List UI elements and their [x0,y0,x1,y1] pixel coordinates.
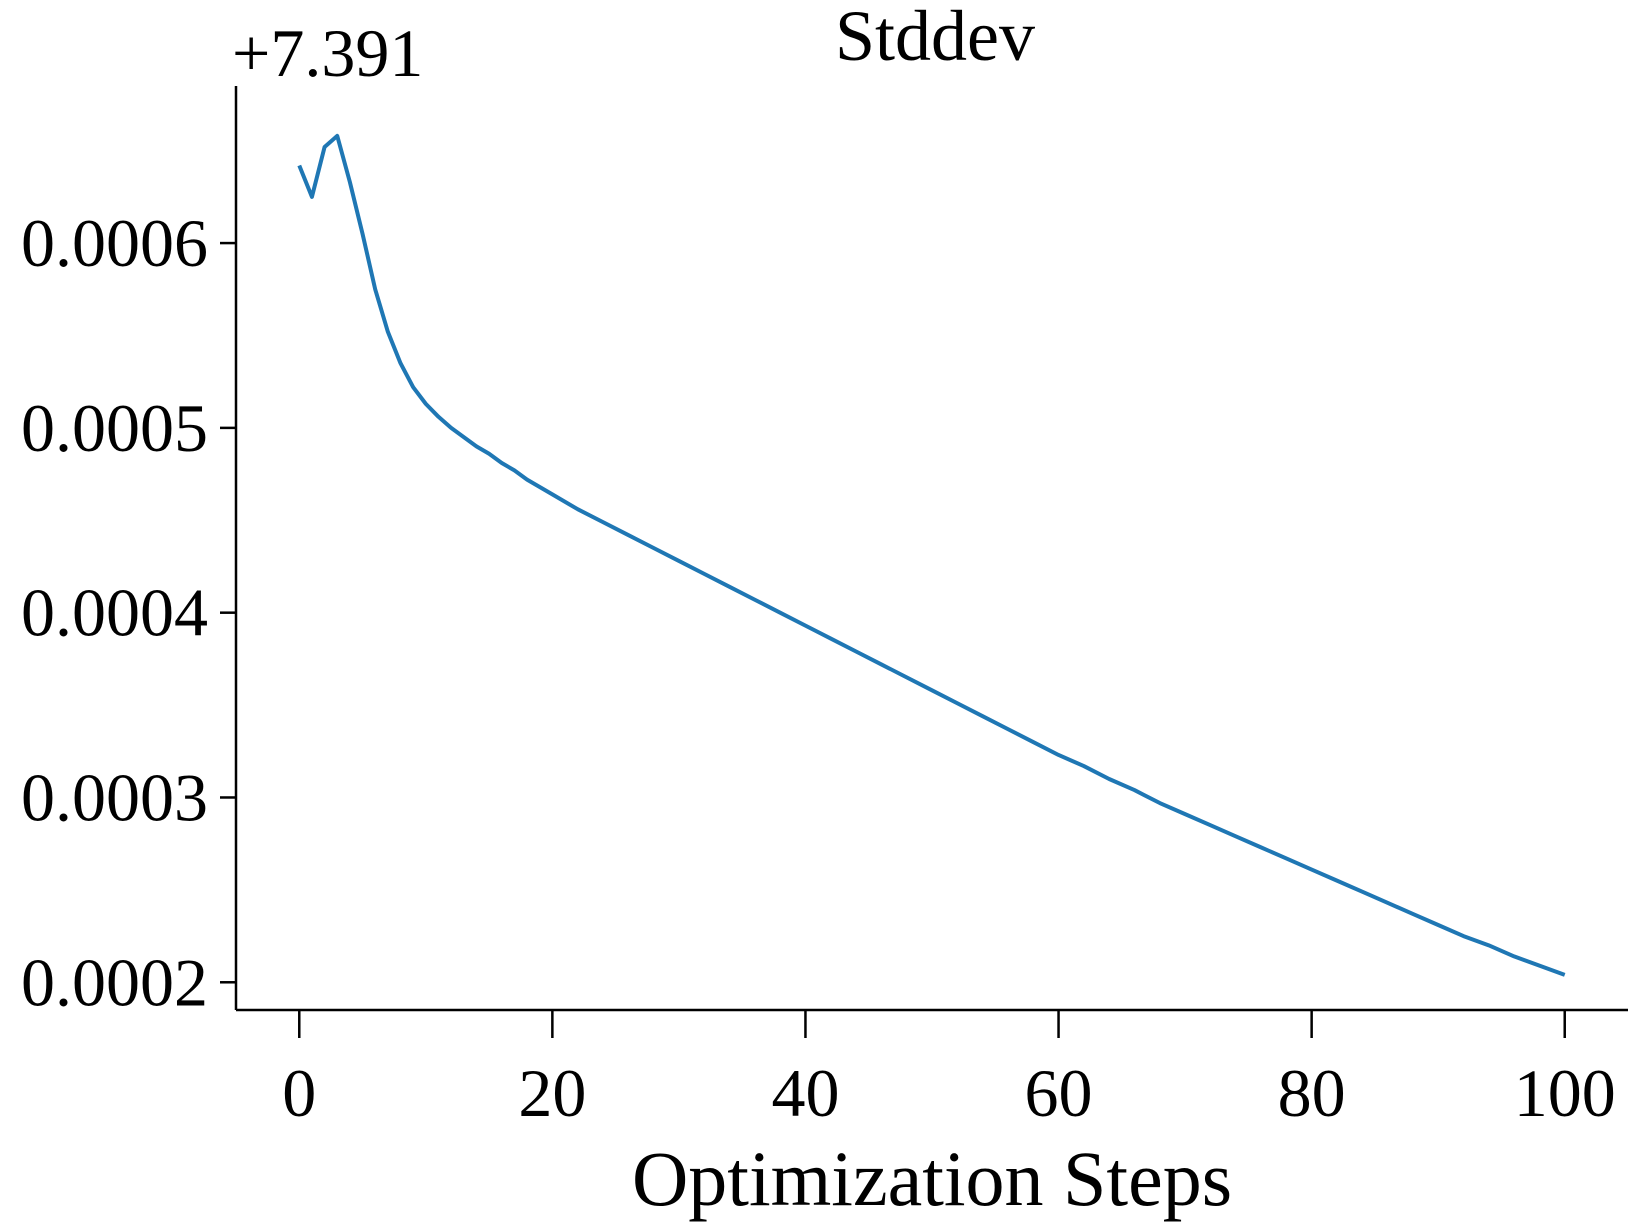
series-line-0 [297,133,1566,977]
x-tick-label: 40 [771,1055,839,1131]
y-axis-offset-label: +7.391 [232,15,423,91]
x-axis-label: Optimization Steps [632,1135,1232,1222]
y-tick-label: 0.0003 [21,759,208,835]
x-tick-label: 0 [282,1055,316,1131]
plot-series [297,133,1566,977]
y-tick-label: 0.0005 [21,390,208,466]
y-tick-label: 0.0004 [21,575,208,651]
chart-title: Stddev [835,0,1035,76]
x-axis-ticks: 0 20 40 60 80 100 [282,1010,1616,1131]
x-tick-label: 80 [1278,1055,1346,1131]
y-tick-label: 0.0002 [21,944,208,1020]
x-tick-label: 100 [1514,1055,1616,1131]
x-tick-label: 60 [1025,1055,1093,1131]
x-tick-label: 20 [518,1055,586,1131]
y-axis-ticks: 0.0002 0.0003 0.0004 0.0005 0.0006 [21,205,236,1020]
y-tick-label: 0.0006 [21,205,208,281]
